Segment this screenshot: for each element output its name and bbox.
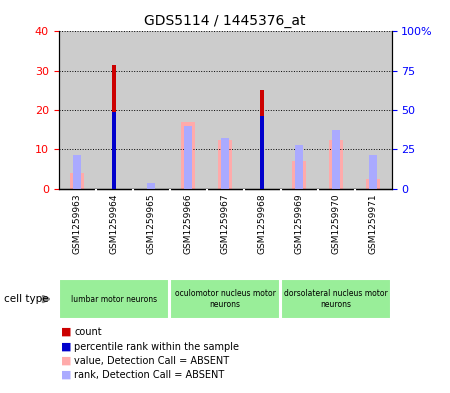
Text: GSM1259967: GSM1259967: [220, 193, 230, 254]
Text: count: count: [74, 327, 102, 337]
Bar: [292, 161, 306, 189]
Bar: [59, 279, 169, 320]
Bar: [369, 155, 377, 189]
Bar: [170, 31, 207, 189]
Text: rank, Detection Call = ABSENT: rank, Detection Call = ABSENT: [74, 370, 225, 380]
Text: dorsolateral nucleus motor
neurons: dorsolateral nucleus motor neurons: [284, 289, 388, 309]
Text: GSM1259969: GSM1259969: [294, 193, 303, 254]
Text: ■: ■: [61, 342, 71, 352]
Text: GSM1259965: GSM1259965: [147, 193, 156, 254]
Text: ■: ■: [61, 356, 71, 366]
Text: GSM1259966: GSM1259966: [184, 193, 193, 254]
Text: GSM1259970: GSM1259970: [332, 193, 341, 254]
Bar: [70, 173, 84, 189]
Bar: [260, 90, 265, 189]
Bar: [221, 138, 229, 189]
Bar: [147, 183, 155, 189]
Bar: [95, 31, 132, 189]
Bar: [332, 130, 340, 189]
Text: ■: ■: [61, 370, 71, 380]
Text: lumbar motor neurons: lumbar motor neurons: [71, 295, 157, 303]
Bar: [329, 140, 343, 189]
Bar: [295, 145, 303, 189]
Text: ■: ■: [61, 327, 71, 337]
Text: oculomotor nucleus motor
neurons: oculomotor nucleus motor neurons: [175, 289, 275, 309]
Bar: [318, 31, 355, 189]
Bar: [112, 112, 116, 189]
Bar: [181, 122, 195, 189]
Bar: [73, 155, 81, 189]
Bar: [281, 279, 391, 320]
Bar: [280, 31, 318, 189]
Text: value, Detection Call = ABSENT: value, Detection Call = ABSENT: [74, 356, 230, 366]
Text: GSM1259971: GSM1259971: [369, 193, 378, 254]
Text: GSM1259964: GSM1259964: [109, 193, 118, 253]
Bar: [207, 31, 243, 189]
Bar: [218, 140, 232, 189]
Bar: [132, 31, 170, 189]
Text: GDS5114 / 1445376_at: GDS5114 / 1445376_at: [144, 14, 306, 28]
Bar: [260, 116, 264, 189]
Bar: [170, 279, 280, 320]
Bar: [112, 65, 117, 189]
Text: GSM1259968: GSM1259968: [257, 193, 266, 254]
Bar: [355, 31, 392, 189]
Text: percentile rank within the sample: percentile rank within the sample: [74, 342, 239, 352]
Bar: [366, 179, 380, 189]
Bar: [58, 31, 95, 189]
Bar: [243, 31, 280, 189]
Bar: [184, 126, 192, 189]
Text: cell type: cell type: [4, 294, 49, 304]
Text: GSM1259963: GSM1259963: [72, 193, 81, 254]
